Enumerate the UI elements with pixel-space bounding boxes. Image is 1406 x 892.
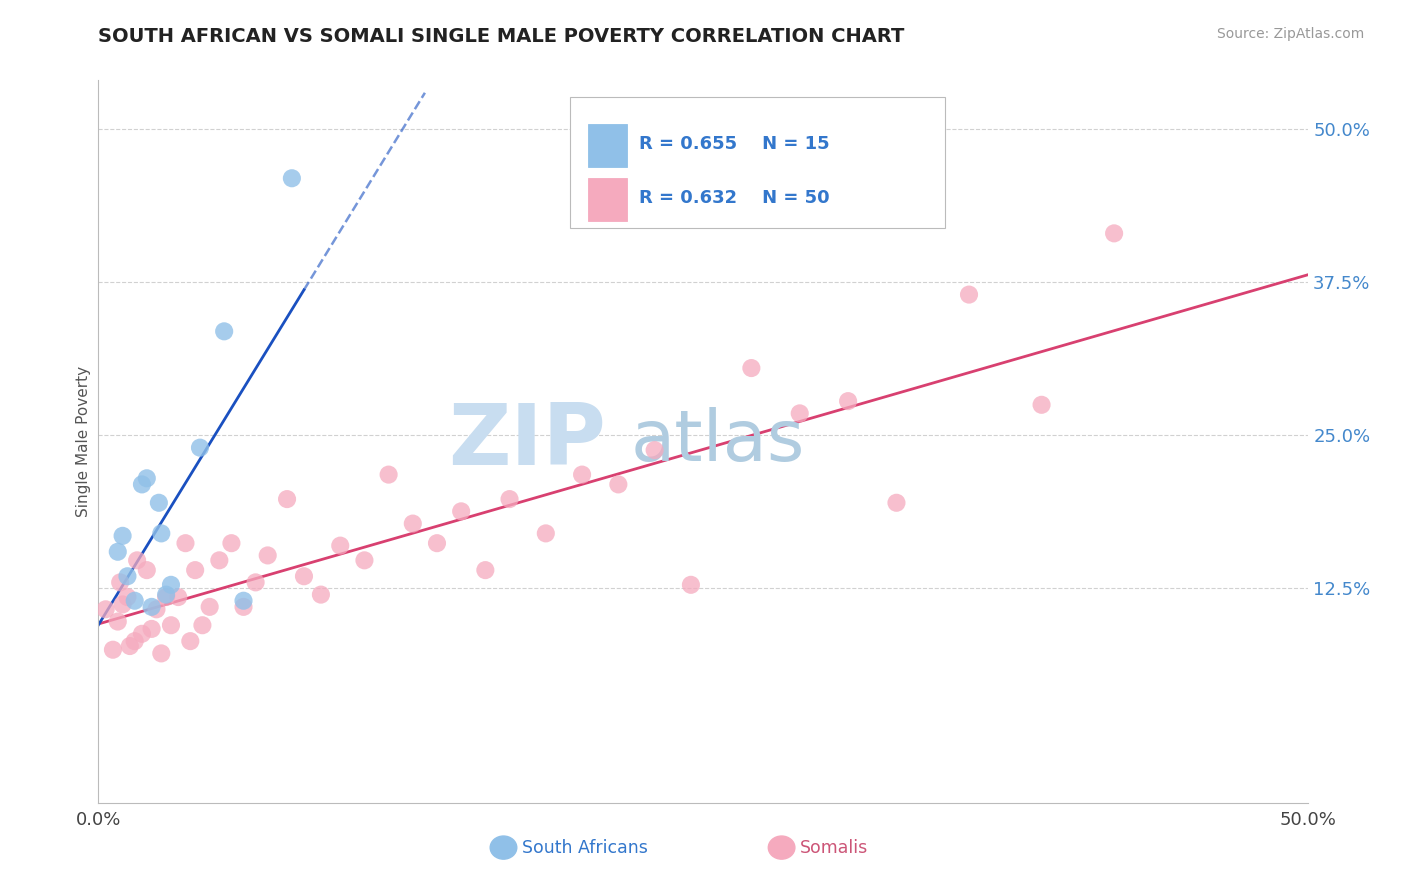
Point xyxy=(155,588,177,602)
Point xyxy=(174,536,197,550)
Point xyxy=(118,639,141,653)
Point xyxy=(957,287,980,301)
Point xyxy=(135,471,157,485)
Point xyxy=(309,588,332,602)
Point xyxy=(607,477,630,491)
Point xyxy=(837,394,859,409)
Text: SOUTH AFRICAN VS SOMALI SINGLE MALE POVERTY CORRELATION CHART: SOUTH AFRICAN VS SOMALI SINGLE MALE POVE… xyxy=(98,27,905,45)
Point xyxy=(740,361,762,376)
Text: Source: ZipAtlas.com: Source: ZipAtlas.com xyxy=(1216,27,1364,41)
Bar xyxy=(588,124,627,167)
Point xyxy=(679,578,702,592)
Point xyxy=(450,504,472,518)
Point xyxy=(145,602,167,616)
Point xyxy=(148,496,170,510)
Point xyxy=(188,441,211,455)
Point xyxy=(232,599,254,614)
Ellipse shape xyxy=(491,836,517,859)
Point xyxy=(292,569,315,583)
Point xyxy=(198,599,221,614)
Bar xyxy=(588,178,627,221)
Point xyxy=(1031,398,1053,412)
Point xyxy=(141,622,163,636)
Point xyxy=(644,443,666,458)
Point xyxy=(208,553,231,567)
Point xyxy=(117,590,139,604)
Point xyxy=(141,599,163,614)
Point xyxy=(124,593,146,607)
Point xyxy=(160,618,183,632)
Point xyxy=(498,492,520,507)
Point xyxy=(1102,227,1125,241)
Point xyxy=(329,539,352,553)
Point xyxy=(184,563,207,577)
Point xyxy=(124,634,146,648)
Point xyxy=(281,171,304,186)
Text: R = 0.632    N = 50: R = 0.632 N = 50 xyxy=(638,189,830,207)
Point xyxy=(135,563,157,577)
FancyBboxPatch shape xyxy=(569,97,945,228)
Point xyxy=(426,536,449,550)
Point xyxy=(107,615,129,629)
Point xyxy=(179,634,201,648)
Point xyxy=(474,563,496,577)
Point xyxy=(160,578,183,592)
Point xyxy=(107,545,129,559)
Y-axis label: Single Male Poverty: Single Male Poverty xyxy=(76,366,91,517)
Point xyxy=(150,647,173,661)
Point xyxy=(101,642,124,657)
Text: atlas: atlas xyxy=(630,407,804,476)
Point xyxy=(167,590,190,604)
Text: ZIP: ZIP xyxy=(449,400,606,483)
Point xyxy=(402,516,425,531)
Point xyxy=(117,569,139,583)
Point xyxy=(155,590,177,604)
Point xyxy=(245,575,267,590)
Point xyxy=(886,496,908,510)
Point xyxy=(212,324,235,338)
Point xyxy=(127,553,149,567)
Point xyxy=(353,553,375,567)
Point xyxy=(221,536,243,550)
Point xyxy=(111,529,134,543)
Point xyxy=(534,526,557,541)
Point xyxy=(111,598,134,612)
Point xyxy=(131,477,153,491)
Point xyxy=(571,467,593,482)
Point xyxy=(94,602,117,616)
Point xyxy=(232,593,254,607)
Text: Somalis: Somalis xyxy=(800,838,868,856)
Ellipse shape xyxy=(768,836,794,859)
Point xyxy=(108,575,131,590)
Text: South Africans: South Africans xyxy=(522,838,648,856)
Text: R = 0.655    N = 15: R = 0.655 N = 15 xyxy=(638,135,830,153)
Point xyxy=(276,492,298,507)
Point xyxy=(789,406,811,420)
Point xyxy=(256,549,278,563)
Point xyxy=(150,526,173,541)
Point xyxy=(191,618,214,632)
Point xyxy=(131,627,153,641)
Point xyxy=(377,467,399,482)
